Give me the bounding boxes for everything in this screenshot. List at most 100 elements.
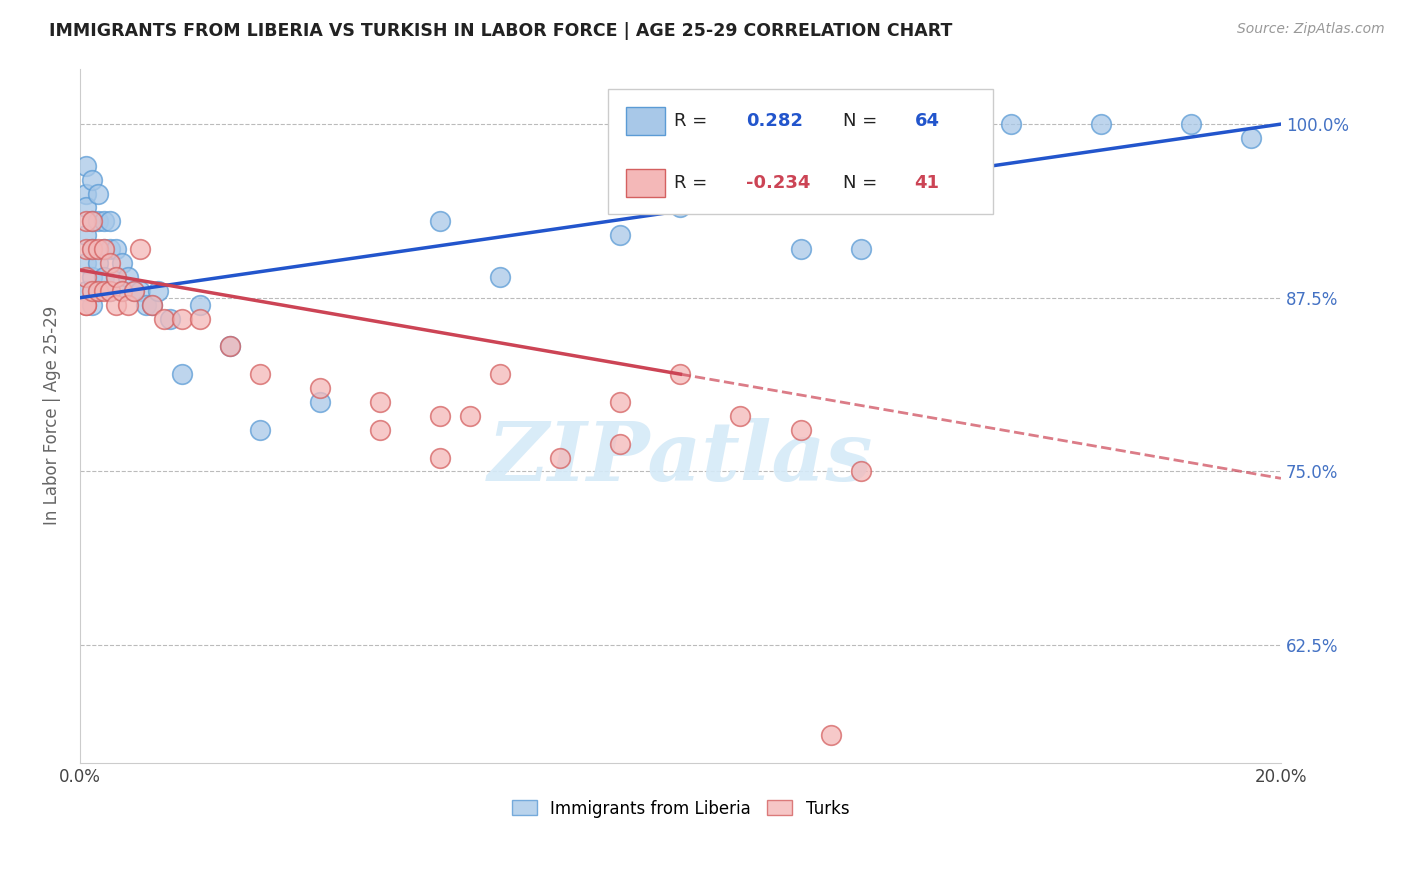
Point — [669, 201, 692, 215]
Point — [87, 284, 110, 298]
Point — [849, 464, 872, 478]
Point — [1090, 117, 1112, 131]
Point — [609, 395, 631, 409]
Point — [129, 242, 152, 256]
Point — [368, 395, 391, 409]
Point — [669, 367, 692, 381]
Point — [104, 242, 127, 256]
Point — [75, 214, 97, 228]
Point — [429, 409, 451, 423]
Point — [458, 409, 481, 423]
Point — [789, 242, 811, 256]
Text: Source: ZipAtlas.com: Source: ZipAtlas.com — [1237, 22, 1385, 37]
Y-axis label: In Labor Force | Age 25-29: In Labor Force | Age 25-29 — [44, 306, 60, 525]
Text: N =: N = — [842, 112, 877, 129]
Point — [87, 214, 110, 228]
Text: IMMIGRANTS FROM LIBERIA VS TURKISH IN LABOR FORCE | AGE 25-29 CORRELATION CHART: IMMIGRANTS FROM LIBERIA VS TURKISH IN LA… — [49, 22, 953, 40]
Point — [219, 339, 242, 353]
Point — [609, 228, 631, 243]
Point — [75, 242, 97, 256]
Point — [104, 269, 127, 284]
Point — [87, 256, 110, 270]
Point — [80, 214, 103, 228]
Point — [170, 311, 193, 326]
Point — [550, 450, 572, 465]
Point — [1240, 131, 1263, 145]
Point — [111, 284, 134, 298]
Text: R =: R = — [675, 112, 707, 129]
Point — [80, 269, 103, 284]
Point — [98, 284, 121, 298]
Text: 0.282: 0.282 — [747, 112, 803, 129]
Point — [159, 311, 181, 326]
Point — [309, 381, 332, 395]
Point — [117, 269, 139, 284]
Point — [104, 269, 127, 284]
Point — [87, 186, 110, 201]
Point — [80, 172, 103, 186]
Text: N =: N = — [842, 174, 877, 192]
Point — [87, 284, 110, 298]
Point — [849, 242, 872, 256]
Point — [1180, 117, 1202, 131]
Point — [170, 367, 193, 381]
Point — [80, 284, 103, 298]
Point — [75, 256, 97, 270]
FancyBboxPatch shape — [609, 89, 993, 214]
Point — [98, 256, 121, 270]
Legend: Immigrants from Liberia, Turks: Immigrants from Liberia, Turks — [505, 793, 856, 824]
Point — [122, 284, 145, 298]
Bar — [626, 169, 665, 197]
Point — [80, 242, 103, 256]
Point — [75, 159, 97, 173]
Point — [80, 242, 103, 256]
Point — [98, 242, 121, 256]
Point — [368, 423, 391, 437]
Point — [820, 728, 842, 742]
Point — [93, 242, 115, 256]
Point — [98, 214, 121, 228]
Point — [93, 214, 115, 228]
Point — [146, 284, 169, 298]
Point — [429, 214, 451, 228]
Point — [429, 450, 451, 465]
Point — [135, 298, 157, 312]
Text: ZIPatlas: ZIPatlas — [488, 417, 873, 498]
Point — [188, 311, 211, 326]
Point — [75, 298, 97, 312]
Bar — [626, 107, 665, 135]
Text: -0.234: -0.234 — [747, 174, 811, 192]
Text: 64: 64 — [915, 112, 939, 129]
Point — [93, 242, 115, 256]
Point — [1000, 117, 1022, 131]
Point — [249, 423, 271, 437]
Point — [489, 269, 512, 284]
Text: 41: 41 — [915, 174, 939, 192]
Point — [609, 436, 631, 450]
Point — [789, 423, 811, 437]
Point — [309, 395, 332, 409]
Point — [75, 201, 97, 215]
Point — [75, 186, 97, 201]
Text: R =: R = — [675, 174, 707, 192]
Point — [98, 284, 121, 298]
Point — [153, 311, 176, 326]
Point — [75, 284, 97, 298]
Point — [93, 284, 115, 298]
Point — [87, 242, 110, 256]
Point — [75, 298, 97, 312]
Point — [104, 298, 127, 312]
Point — [141, 298, 163, 312]
Point — [93, 269, 115, 284]
Point — [75, 228, 97, 243]
Point — [80, 214, 103, 228]
Point — [489, 367, 512, 381]
Point — [75, 269, 97, 284]
Point — [111, 284, 134, 298]
Point — [219, 339, 242, 353]
Point — [730, 409, 752, 423]
Point — [117, 298, 139, 312]
Point — [141, 298, 163, 312]
Point — [111, 256, 134, 270]
Point — [129, 284, 152, 298]
